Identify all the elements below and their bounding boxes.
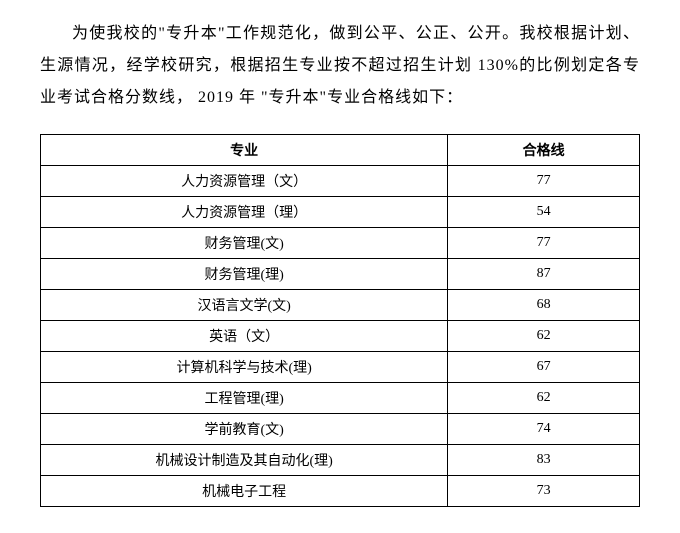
cell-score: 68 bbox=[448, 290, 640, 321]
cell-major: 汉语言文学(文) bbox=[41, 290, 448, 321]
cell-score: 73 bbox=[448, 476, 640, 507]
table-header-row: 专业 合格线 bbox=[41, 135, 640, 166]
cell-score: 77 bbox=[448, 166, 640, 197]
table-row: 英语（文） 62 bbox=[41, 321, 640, 352]
table-row: 人力资源管理（理） 54 bbox=[41, 197, 640, 228]
cell-major: 学前教育(文) bbox=[41, 414, 448, 445]
table-row: 机械电子工程 73 bbox=[41, 476, 640, 507]
cell-major: 财务管理(理) bbox=[41, 259, 448, 290]
cell-major: 工程管理(理) bbox=[41, 383, 448, 414]
header-score: 合格线 bbox=[448, 135, 640, 166]
cell-major: 机械设计制造及其自动化(理) bbox=[41, 445, 448, 476]
table-row: 学前教育(文) 74 bbox=[41, 414, 640, 445]
table-row: 财务管理(文) 77 bbox=[41, 228, 640, 259]
cell-major: 英语（文） bbox=[41, 321, 448, 352]
table-row: 汉语言文学(文) 68 bbox=[41, 290, 640, 321]
table-row: 工程管理(理) 62 bbox=[41, 383, 640, 414]
table-row: 计算机科学与技术(理) 67 bbox=[41, 352, 640, 383]
table-row: 人力资源管理（文） 77 bbox=[41, 166, 640, 197]
cell-major: 计算机科学与技术(理) bbox=[41, 352, 448, 383]
cell-score: 83 bbox=[448, 445, 640, 476]
cell-score: 77 bbox=[448, 228, 640, 259]
table-row: 财务管理(理) 87 bbox=[41, 259, 640, 290]
cell-score: 62 bbox=[448, 321, 640, 352]
cell-score: 62 bbox=[448, 383, 640, 414]
cell-score: 87 bbox=[448, 259, 640, 290]
cell-score: 54 bbox=[448, 197, 640, 228]
score-table: 专业 合格线 人力资源管理（文） 77 人力资源管理（理） 54 财务管理(文)… bbox=[40, 134, 640, 507]
intro-paragraph: 为使我校的"专升本"工作规范化，做到公平、公正、公开。我校根据计划、生源情况，经… bbox=[40, 18, 640, 114]
cell-major: 人力资源管理（理） bbox=[41, 197, 448, 228]
header-major: 专业 bbox=[41, 135, 448, 166]
cell-major: 人力资源管理（文） bbox=[41, 166, 448, 197]
cell-score: 74 bbox=[448, 414, 640, 445]
cell-major: 财务管理(文) bbox=[41, 228, 448, 259]
table-row: 机械设计制造及其自动化(理) 83 bbox=[41, 445, 640, 476]
cell-score: 67 bbox=[448, 352, 640, 383]
cell-major: 机械电子工程 bbox=[41, 476, 448, 507]
